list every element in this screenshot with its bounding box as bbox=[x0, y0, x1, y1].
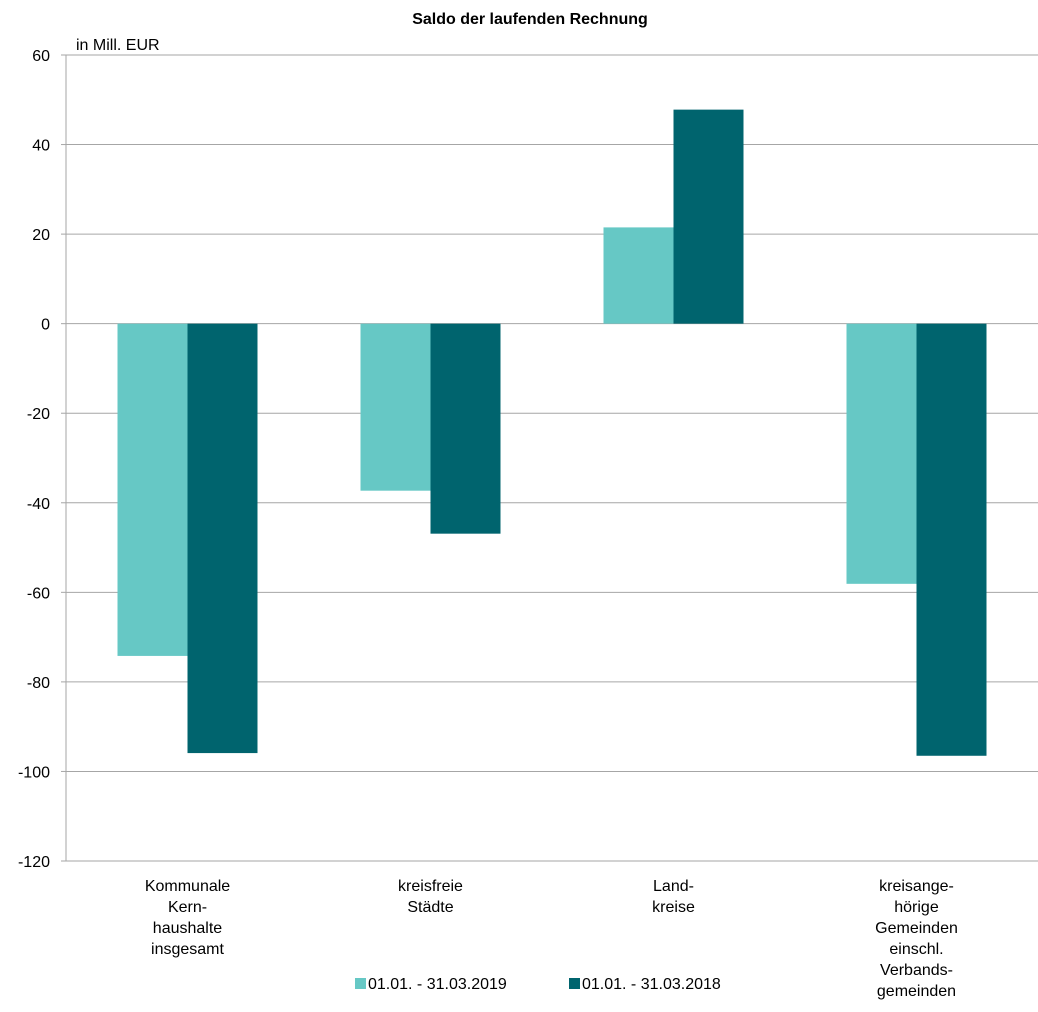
category-label: Gemeinden bbox=[875, 920, 958, 937]
category-label: kreisange- bbox=[879, 878, 954, 895]
category-label: gemeinden bbox=[877, 983, 956, 1000]
legend-swatch bbox=[569, 978, 580, 989]
category-label: haushalte bbox=[153, 920, 222, 937]
category-label: hörige bbox=[894, 899, 939, 916]
y-tick-label: 40 bbox=[32, 138, 50, 155]
bar-series-2 bbox=[673, 109, 744, 324]
bar-series-2 bbox=[187, 323, 258, 754]
unit-label: in Mill. EUR bbox=[76, 37, 160, 54]
legend-label: 01.01. - 31.03.2019 bbox=[368, 976, 507, 993]
bar-series-1 bbox=[117, 323, 188, 656]
y-tick-label: 60 bbox=[32, 48, 50, 65]
category-label: Kern- bbox=[168, 899, 207, 916]
bar-series-2 bbox=[916, 323, 987, 756]
y-tick-label: 20 bbox=[32, 227, 50, 244]
legend-label: 01.01. - 31.03.2018 bbox=[582, 976, 721, 993]
y-tick-label: -20 bbox=[27, 406, 50, 423]
category-label: einschl. bbox=[889, 941, 943, 958]
category-label: insgesamt bbox=[151, 941, 224, 958]
y-axis-ticks: 60 40 20 0 -20 -40 -60 -80 -100 -120 bbox=[18, 48, 66, 871]
y-tick-label: 0 bbox=[41, 317, 50, 334]
category-label: Kommunale bbox=[145, 878, 230, 895]
legend-swatch bbox=[355, 978, 366, 989]
category-label: Verbands- bbox=[880, 962, 953, 979]
bar-series-1 bbox=[360, 323, 431, 491]
bars bbox=[117, 109, 987, 756]
category-label: Land- bbox=[653, 878, 694, 895]
legend: 01.01. - 31.03.2019 01.01. - 31.03.2018 bbox=[355, 976, 721, 993]
y-tick-label: -100 bbox=[18, 764, 50, 781]
y-tick-label: -120 bbox=[18, 854, 50, 871]
bar-series-2 bbox=[430, 323, 501, 534]
x-axis-labels: Kommunale Kern-haushalte insgesamt kreisfre… bbox=[145, 878, 958, 1000]
y-tick-label: -80 bbox=[27, 675, 50, 692]
bar-series-1 bbox=[846, 323, 917, 584]
bar-series-1 bbox=[603, 227, 674, 324]
category-label: kreise bbox=[652, 899, 695, 916]
category-label: kreisfreie bbox=[398, 878, 463, 895]
category-label: Städte bbox=[407, 899, 453, 916]
y-tick-label: -40 bbox=[27, 496, 50, 513]
chart-title: Saldo der laufenden Rechnung bbox=[412, 11, 648, 28]
y-tick-label: -60 bbox=[27, 585, 50, 602]
